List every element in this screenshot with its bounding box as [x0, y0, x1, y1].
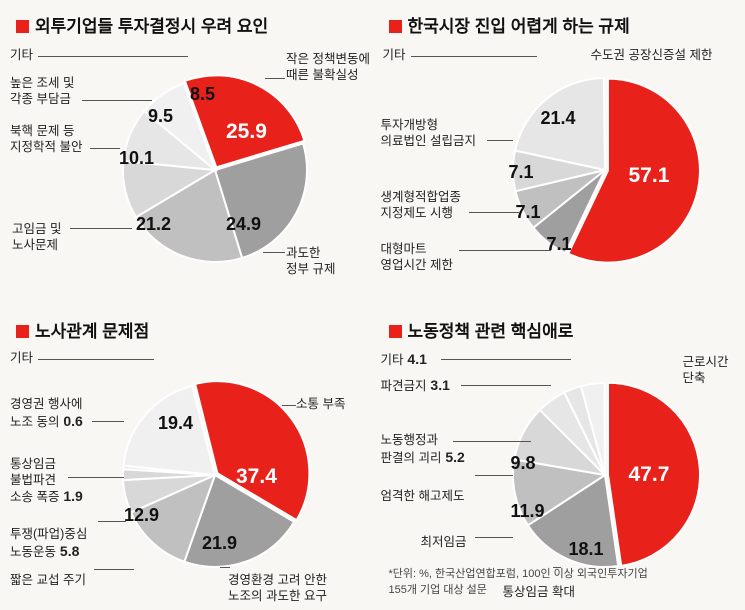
slice-value: 19.4	[158, 413, 193, 434]
slice-label: 투쟁(파업)중심노동운동 5.8	[10, 527, 87, 560]
slice-label: 경영환경 고려 안한노조의 과도한 요구	[228, 573, 327, 604]
leader-line	[453, 441, 531, 442]
slice-label: 기타 4.1	[381, 351, 427, 369]
slice-label: 작은 정책변동에때른 불확실성	[286, 52, 370, 83]
leader-line	[441, 359, 571, 360]
leader-line	[553, 567, 561, 568]
slice-value: 37.4	[236, 465, 277, 489]
chart-panel-3: 노동정책 관련 핵심애로 *단위: %, 한국산업연합포럼, 100인 이상 외…	[373, 305, 745, 610]
chart-grid: 외투기업들 투자결정시 우려 요인 작은 정책변동에때른 불확실성25.9과도한…	[0, 0, 745, 610]
slice-label: 근로시간단축	[683, 355, 729, 386]
slice-label: 수도권 공장신증설 제한	[591, 48, 713, 64]
leader-line	[70, 228, 132, 229]
slice-label: 기타	[10, 48, 33, 64]
slice-label: 파견금지 3.1	[381, 377, 450, 395]
slice-label: 높은 조세 및각종 부담금	[10, 76, 74, 107]
leader-line	[68, 477, 124, 478]
leader-line	[411, 56, 537, 57]
slice-value: 21.4	[541, 108, 576, 129]
leader-line	[263, 252, 285, 253]
slice-value: 24.9	[226, 214, 261, 235]
slice-label: 과도한정부 규제	[286, 246, 335, 277]
slice-value: 7.1	[509, 162, 534, 183]
slice-value: 11.9	[511, 501, 545, 522]
leader-line	[469, 212, 519, 213]
slice-label: 고임금 및노사문제	[12, 222, 61, 253]
leader-line	[475, 537, 513, 538]
slice-label: 투자개방형의료법인 설립금지	[381, 118, 476, 149]
slice-label: 통상임금 확대	[503, 585, 575, 601]
slice-label: 북핵 문제 등지정학적 불안	[10, 124, 82, 155]
slice-label: 소통 부족	[296, 397, 345, 413]
slice-value: 10.1	[119, 148, 154, 169]
chart-panel-2: 노사관계 문제점 소통 부족37.4경영환경 고려 안한노조의 과도한 요구21…	[0, 305, 373, 610]
leader-line	[38, 56, 188, 57]
slice-value: 57.1	[629, 164, 670, 188]
slice-value: 18.1	[569, 539, 604, 560]
leader-line	[220, 567, 230, 568]
slice-value: 9.5	[148, 106, 173, 127]
slice-label: 기타	[10, 351, 33, 367]
leader-line	[90, 148, 120, 149]
slice-value: 7.1	[547, 234, 572, 255]
leader-line	[38, 359, 154, 360]
slice-label: 엄격한 해고제도	[381, 489, 465, 505]
slice-label: 생계형적합업종지정제도 시행	[381, 190, 462, 221]
slice-value: 8.5	[190, 84, 215, 105]
slice-value: 21.9	[202, 533, 237, 554]
slice-value: 25.9	[226, 120, 267, 144]
chart-panel-1: 한국시장 진입 어렵게 하는 규제 수도권 공장신증설 제한57.1대형마트영업…	[373, 0, 745, 305]
slice-label: 짧은 교섭 주기	[10, 573, 86, 589]
leader-line	[82, 100, 152, 101]
slice-value: 21.2	[136, 214, 171, 235]
leader-line	[98, 521, 126, 522]
leader-line	[282, 405, 296, 406]
slice-value: 7.1	[516, 202, 541, 223]
leader-line	[265, 78, 285, 79]
slice-value: 9.8	[511, 453, 536, 474]
leader-line	[459, 250, 551, 251]
slice-value: 12.9	[124, 505, 159, 526]
chart-panel-0: 외투기업들 투자결정시 우려 요인 작은 정책변동에때른 불확실성25.9과도한…	[0, 0, 373, 305]
leader-line	[461, 385, 551, 386]
slice-value: 47.7	[629, 463, 670, 487]
slice-label: 경영권 행사에노조 동의 0.6	[10, 397, 83, 430]
slice-label: 최저임금	[421, 535, 467, 551]
leader-line	[94, 569, 134, 570]
slice-label: 대형마트영업시간 제한	[381, 242, 453, 273]
slice-label: 기타	[383, 48, 406, 64]
leader-line	[92, 421, 124, 422]
leader-line	[475, 475, 513, 476]
leader-line	[487, 140, 513, 141]
slice-label: 통상임금불법파견소송 폭증 1.9	[10, 457, 83, 506]
slice-label: 노동행정과판결의 괴리 5.2	[381, 433, 465, 466]
